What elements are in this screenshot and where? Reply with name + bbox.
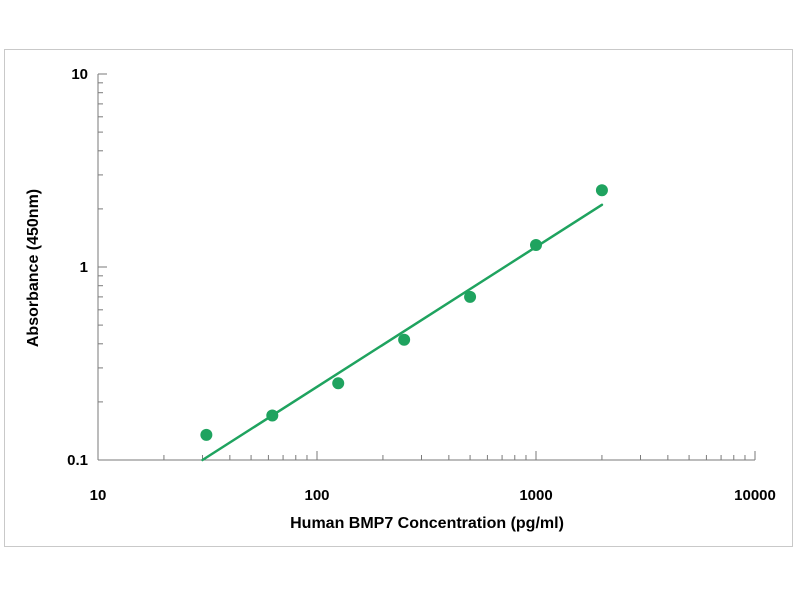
fit-line	[201, 203, 604, 462]
x-tick-label: 10000	[734, 487, 776, 504]
data-point	[200, 428, 213, 441]
x-tick-labels: 10 100 1000 10000	[90, 487, 776, 504]
data-point	[266, 409, 279, 422]
y-axis-title: Absorbance (450nm)	[25, 189, 42, 347]
chart-frame	[4, 49, 793, 547]
data-point	[332, 377, 345, 390]
x-tick-label: 100	[304, 487, 329, 504]
points-layer	[200, 184, 608, 441]
y-tick-labels: 0.1 1 10	[67, 66, 88, 469]
x-axis-title: Human BMP7 Concentration (pg/ml)	[290, 515, 564, 532]
data-point	[530, 239, 542, 252]
x-minor-ticks	[97, 451, 756, 460]
data-point	[595, 184, 608, 197]
x-tick-label: 1000	[519, 487, 552, 504]
fit-layer	[201, 203, 604, 462]
y-tick-label: 0.1	[67, 452, 88, 469]
y-tick-label: 1	[80, 259, 88, 276]
data-point	[398, 333, 411, 346]
data-point	[464, 290, 477, 303]
x-tick-label: 10	[90, 487, 107, 504]
y-minor-ticks	[98, 73, 107, 461]
y-tick-label: 10	[71, 66, 88, 83]
